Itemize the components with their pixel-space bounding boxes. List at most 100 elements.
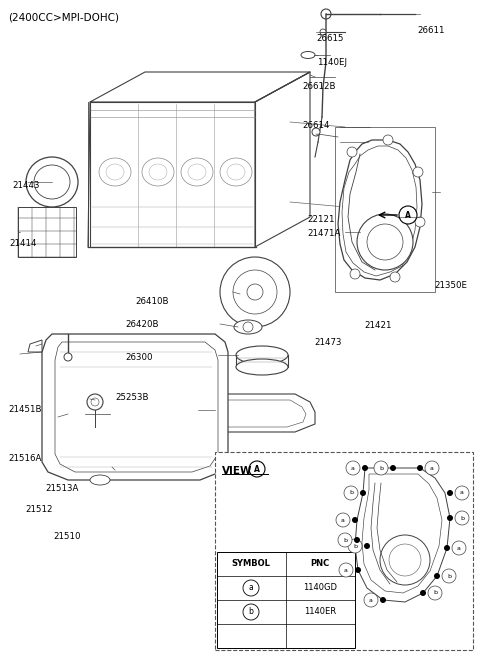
Text: VIEW: VIEW	[222, 466, 252, 476]
Bar	[215, 452, 473, 650]
Circle shape	[247, 284, 263, 300]
Circle shape	[428, 586, 442, 600]
Ellipse shape	[301, 52, 315, 58]
Text: 26612B: 26612B	[302, 81, 336, 91]
Ellipse shape	[34, 165, 70, 199]
Text: 21443: 21443	[12, 181, 39, 190]
Circle shape	[339, 563, 353, 577]
Ellipse shape	[234, 320, 262, 334]
Circle shape	[336, 513, 350, 527]
Polygon shape	[338, 140, 422, 280]
Text: 1140ER: 1140ER	[304, 608, 336, 616]
Circle shape	[312, 128, 320, 136]
Polygon shape	[198, 394, 315, 432]
Circle shape	[447, 490, 453, 496]
Circle shape	[444, 545, 450, 551]
Ellipse shape	[236, 359, 288, 375]
Text: 1140EJ: 1140EJ	[317, 58, 347, 68]
Text: b: b	[379, 465, 383, 471]
Text: a: a	[430, 465, 434, 471]
Bar	[335, 127, 435, 292]
Text: 26611: 26611	[418, 26, 445, 35]
Circle shape	[87, 394, 103, 410]
Text: A: A	[405, 211, 411, 220]
Text: a: a	[369, 598, 373, 602]
Circle shape	[420, 590, 426, 596]
Circle shape	[91, 398, 99, 406]
Bar	[217, 552, 355, 648]
Text: b: b	[343, 538, 347, 542]
Text: 21451B: 21451B	[9, 404, 42, 414]
Circle shape	[347, 147, 357, 157]
Circle shape	[399, 206, 417, 224]
Circle shape	[362, 465, 368, 471]
Circle shape	[357, 214, 413, 270]
Polygon shape	[28, 340, 42, 352]
Ellipse shape	[236, 346, 288, 364]
Text: a: a	[457, 545, 461, 551]
Ellipse shape	[90, 475, 110, 485]
Circle shape	[354, 537, 360, 543]
Circle shape	[320, 29, 326, 35]
Text: 21510: 21510	[54, 532, 81, 541]
Text: 26410B: 26410B	[135, 297, 169, 306]
Polygon shape	[355, 468, 450, 602]
Text: 26420B: 26420B	[126, 320, 159, 329]
Circle shape	[380, 535, 430, 585]
Text: (2400CC>MPI-DOHC): (2400CC>MPI-DOHC)	[8, 12, 119, 22]
Text: b: b	[460, 516, 464, 520]
Text: 21516A: 21516A	[9, 453, 42, 463]
Text: 21350E: 21350E	[434, 281, 468, 291]
Circle shape	[452, 541, 466, 555]
Text: b: b	[349, 491, 353, 495]
Circle shape	[243, 580, 259, 596]
Circle shape	[338, 533, 352, 547]
Circle shape	[348, 539, 362, 553]
Text: b: b	[447, 573, 451, 579]
Circle shape	[233, 270, 277, 314]
Text: 21513A: 21513A	[46, 484, 79, 493]
Circle shape	[243, 322, 253, 332]
Ellipse shape	[26, 157, 78, 207]
Circle shape	[442, 569, 456, 583]
Text: a: a	[249, 583, 253, 592]
Text: b: b	[249, 608, 253, 616]
Text: 21414: 21414	[10, 239, 37, 248]
Circle shape	[374, 461, 388, 475]
Text: b: b	[353, 544, 357, 549]
Circle shape	[344, 486, 358, 500]
Circle shape	[390, 465, 396, 471]
Text: a: a	[341, 518, 345, 522]
Circle shape	[380, 597, 386, 603]
Text: PNC: PNC	[311, 559, 330, 569]
Text: 26300: 26300	[126, 353, 153, 362]
Circle shape	[346, 461, 360, 475]
Text: b: b	[433, 591, 437, 596]
Text: A: A	[254, 465, 260, 473]
Text: a: a	[344, 567, 348, 573]
Circle shape	[390, 272, 400, 282]
Text: 21421: 21421	[365, 321, 392, 330]
Circle shape	[249, 461, 265, 477]
Circle shape	[364, 543, 370, 549]
Circle shape	[417, 465, 423, 471]
Text: 26614: 26614	[302, 121, 330, 130]
Circle shape	[447, 515, 453, 521]
Text: SYMBOL: SYMBOL	[231, 559, 270, 569]
Text: 25253B: 25253B	[115, 393, 149, 402]
Circle shape	[64, 353, 72, 361]
Text: 21512: 21512	[25, 505, 52, 514]
Circle shape	[360, 490, 366, 496]
Circle shape	[355, 567, 361, 573]
Circle shape	[243, 604, 259, 620]
Circle shape	[425, 461, 439, 475]
Text: a: a	[351, 465, 355, 471]
Circle shape	[383, 135, 393, 145]
Circle shape	[434, 573, 440, 579]
Bar	[18, 207, 76, 257]
Text: 21471A: 21471A	[307, 228, 341, 238]
Text: 21473: 21473	[314, 338, 342, 348]
Circle shape	[220, 257, 290, 327]
Text: 26615: 26615	[317, 34, 344, 43]
Circle shape	[364, 593, 378, 607]
